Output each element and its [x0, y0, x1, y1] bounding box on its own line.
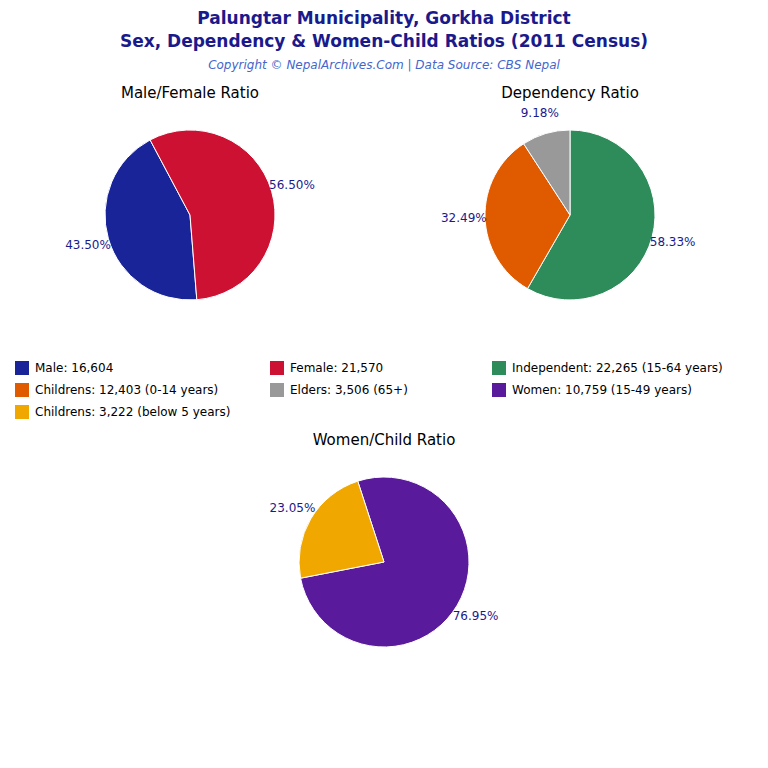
legend: Male: 16,604 Female: 21,570 Independent: 2…: [15, 361, 723, 419]
data-label: 56.50%: [269, 178, 315, 192]
legend-swatch: [15, 383, 29, 397]
legend-label: Childrens: 12,403 (0-14 years): [35, 383, 218, 397]
pie-slice: [524, 130, 570, 215]
legend-swatch: [15, 361, 29, 375]
legend-label: Independent: 22,265 (15-64 years): [512, 361, 723, 375]
data-label: 58.33%: [650, 235, 696, 249]
pie-title: Dependency Ratio: [501, 84, 639, 102]
legend-label: Women: 10,759 (15-49 years): [512, 383, 692, 397]
legend-label: Elders: 3,506 (65+): [290, 383, 408, 397]
title: Palungtar Municipality, Gorkha District: [197, 8, 570, 28]
data-label: 76.95%: [453, 609, 499, 623]
pie-slice: [299, 481, 384, 578]
annotation: Copyright © NepalArchives.Com | Data Sou…: [208, 58, 560, 72]
legend-label: Female: 21,570: [290, 361, 383, 375]
data-label: 9.18%: [521, 106, 559, 120]
legend-swatch: [15, 405, 29, 419]
subtitle: Sex, Dependency & Women-Child Ratios (20…: [120, 31, 648, 51]
legend-swatch: [492, 383, 506, 397]
pie: 58.33% 32.49% 9.18%: [441, 106, 696, 300]
data-label: 43.50%: [65, 238, 111, 252]
data-label: 23.05%: [270, 501, 316, 515]
legend-label: Male: 16,604: [35, 361, 113, 375]
pie: 76.95% 23.05%: [270, 477, 499, 647]
legend-label: Childrens: 3,222 (below 5 years): [35, 405, 230, 419]
pie-title: Male/Female Ratio: [121, 84, 259, 102]
pie-slice: [150, 130, 275, 300]
pie: 43.50% 56.50%: [65, 130, 315, 300]
legend-swatch: [492, 361, 506, 375]
legend-swatch: [270, 361, 284, 375]
data-label: 32.49%: [441, 211, 487, 225]
chart: Palungtar Municipality, Gorkha District S…: [0, 0, 768, 768]
legend-swatch: [270, 383, 284, 397]
pie-title: Women/Child Ratio: [313, 431, 456, 449]
